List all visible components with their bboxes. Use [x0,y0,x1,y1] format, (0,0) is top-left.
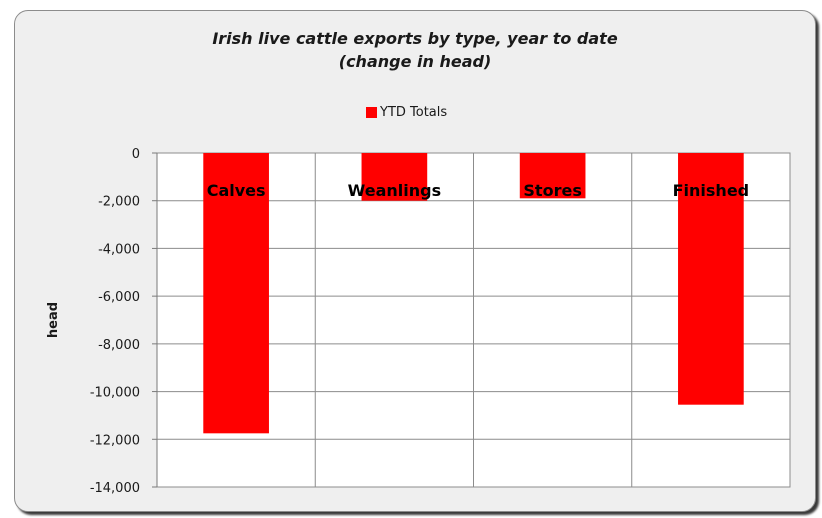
bar-finished [678,153,744,405]
chart-title: Irish live cattle exports by type, year … [15,27,815,73]
y-axis-title: head [46,302,61,338]
chart-title-line-1: Irish live cattle exports by type, year … [212,29,618,48]
y-tick-label-1: -2,000 [98,195,140,210]
y-tick-label-5: -10,000 [90,386,140,401]
y-tick-label-6: -12,000 [90,433,140,448]
category-label-weanlings: Weanlings [348,181,441,200]
bar-stores [519,153,586,199]
bar-weanlings [361,153,428,201]
legend-swatch [366,106,377,118]
y-tick-label-3: -6,000 [98,290,140,305]
legend-label: YTD Totals [380,104,448,120]
y-tick-label-4: -8,000 [98,338,140,353]
y-tick-label-7: -14,000 [90,481,140,496]
y-tick-label-0: 0 [132,147,140,162]
bar-calves [203,153,269,434]
category-label-stores: Stores [523,181,581,200]
legend: YTD Totals [366,104,447,120]
category-label-calves: Calves [207,181,266,200]
chart-title-line-2: (change in head) [338,52,492,71]
category-label-finished: Finished [673,181,750,200]
y-tick-label-2: -4,000 [98,242,140,257]
